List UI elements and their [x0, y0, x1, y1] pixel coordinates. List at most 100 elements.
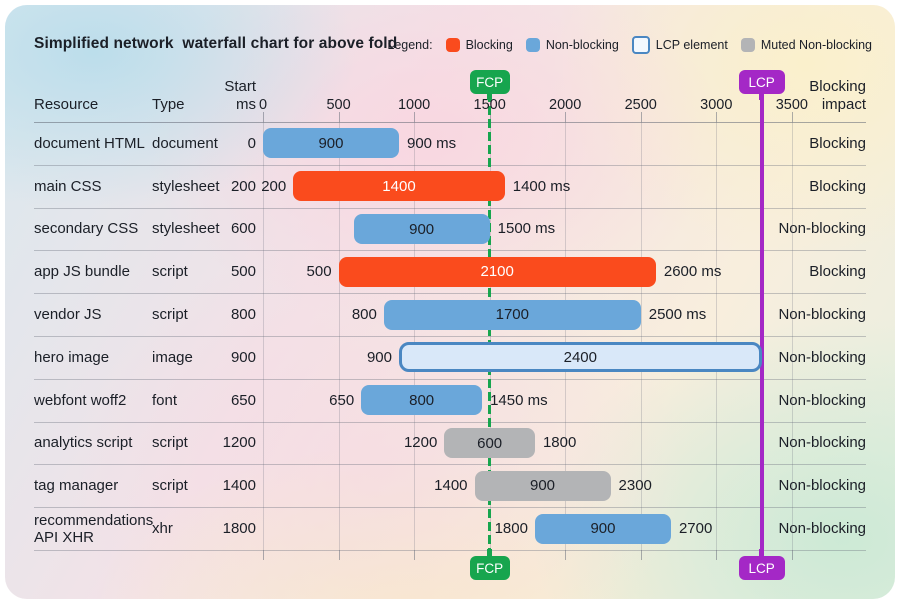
bar-start-label: 900 [366, 348, 392, 366]
row-separator [34, 293, 866, 295]
column-header-start: Start [224, 78, 256, 95]
fcp-stem [487, 549, 493, 559]
bar-end-label: 1800 [542, 434, 577, 452]
legend-item-muted: Muted Non-blocking [740, 38, 872, 52]
row-type: script [152, 477, 188, 495]
row-blocking-impact: Blocking [809, 134, 866, 152]
row-blocking-impact: Non-blocking [778, 520, 866, 538]
legend-item-lcp: LCP element [631, 36, 728, 54]
row-start-ms: 600 [230, 220, 256, 238]
bar-start-label: 650 [329, 391, 355, 409]
row-resource: tag manager [34, 477, 119, 495]
fcp-badge-top: FCP [469, 70, 510, 94]
axis-tick-bottom [565, 550, 567, 560]
row-resource: hero image [34, 348, 110, 366]
column-header-impact-line1: Blocking [809, 78, 866, 95]
grid-vline [338, 122, 340, 550]
row-start-ms: 1400 [222, 477, 256, 495]
bar-start-label: 200 [261, 177, 287, 195]
row-separator [34, 336, 866, 337]
axis-tick-top [791, 112, 793, 122]
grid-vline [263, 122, 264, 550]
row-blocking-impact: Non-blocking [778, 348, 866, 366]
lcp-marker-line [759, 93, 764, 557]
row-blocking-impact: Non-blocking [778, 477, 866, 495]
waterfall-bar-nonblocking: 800 [361, 385, 483, 416]
axis-tick-top [565, 112, 567, 122]
bar-end-label: 2700 [678, 520, 713, 538]
axis-tick-label: 0 [258, 97, 268, 113]
row-separator [34, 507, 866, 509]
fcp-stem [487, 90, 493, 100]
waterfall-bar-muted: 900 [474, 470, 611, 501]
row-start-ms: 800 [230, 306, 256, 324]
axis-tick-bottom [263, 550, 264, 560]
row-resource: app JS bundle [34, 263, 130, 281]
row-start-ms: 200 [230, 177, 256, 195]
waterfall-bar-lcp: 2400 [398, 342, 762, 373]
axis-tick-label: 1000 [397, 97, 431, 113]
lcp-badge-top: LCP [738, 70, 785, 94]
nonblocking-swatch-icon [525, 38, 540, 52]
column-header-start-unit: ms [236, 96, 256, 113]
legend-item-label: Muted Non-blocking [760, 38, 872, 52]
blocking-swatch-icon [445, 38, 460, 52]
row-start-ms: 1200 [222, 434, 256, 452]
row-start-ms: 650 [230, 391, 256, 409]
row-resource: document HTML [34, 134, 145, 152]
column-header-impact-line2: impact [821, 96, 866, 113]
row-separator [34, 464, 866, 466]
bar-end-label: 900 ms [406, 134, 457, 152]
bar-end-label: 1500 ms [497, 220, 556, 238]
row-separator [34, 550, 866, 551]
waterfall-bar-muted: 600 [444, 428, 535, 458]
row-resource: main CSS [34, 177, 102, 195]
row-blocking-impact: Blocking [809, 263, 866, 281]
waterfall-bar-nonblocking: 900 [353, 214, 490, 244]
row-blocking-impact: Blocking [809, 177, 866, 195]
axis-tick-bottom [414, 550, 416, 560]
grid-vline [414, 122, 416, 550]
grid-vline [791, 122, 793, 550]
chart-title: Simplified network waterfall chart for a… [34, 35, 398, 52]
row-resource: secondary CSS [34, 220, 139, 238]
legend-item-label: Blocking [465, 38, 513, 52]
row-type: image [152, 348, 193, 366]
bar-start-label: 1400 [434, 477, 468, 495]
legend: Legend: Blocking Non-blocking LCP elemen… [387, 36, 872, 54]
row-separator [34, 250, 866, 252]
axis-tick-bottom [791, 550, 793, 560]
row-start-ms: 500 [230, 263, 256, 281]
row-type: xhr [152, 520, 173, 538]
lcp-element-swatch-icon [631, 36, 650, 54]
row-type: script [152, 434, 188, 452]
row-resource: webfont woff2 [34, 391, 127, 409]
row-type: font [152, 391, 178, 409]
axis-tick-bottom [640, 550, 642, 560]
axis-tick-bottom [338, 550, 340, 560]
row-start-ms: 900 [230, 348, 256, 366]
header-separator [34, 122, 866, 123]
bar-end-label: 1450 ms [490, 391, 548, 409]
bar-end-label: 2500 ms [648, 306, 707, 324]
row-type: stylesheet [152, 220, 220, 238]
waterfall-bar-nonblocking: 1700 [383, 299, 641, 330]
row-blocking-impact: Non-blocking [778, 220, 866, 238]
waterfall-bar-nonblocking: 900 [534, 513, 671, 544]
axis-tick-top [716, 112, 718, 122]
grid-vline [716, 122, 718, 550]
row-separator [34, 421, 866, 423]
fcp-badge-bottom: FCP [469, 556, 510, 580]
legend-item-blocking: Blocking [445, 38, 513, 52]
bar-start-label: 1800 [494, 520, 528, 538]
row-start-ms: 0 [247, 134, 256, 152]
column-header-resource: Resource [34, 96, 99, 113]
row-separator [34, 378, 866, 380]
row-blocking-impact: Non-blocking [778, 391, 866, 409]
row-blocking-impact: Non-blocking [778, 434, 866, 452]
row-resource: analytics script [34, 434, 133, 452]
bar-start-label: 500 [306, 263, 332, 281]
waterfall-bar-blocking: 2100 [338, 256, 656, 287]
axis-tick-label: 2500 [624, 97, 657, 113]
row-type: script [152, 306, 188, 324]
